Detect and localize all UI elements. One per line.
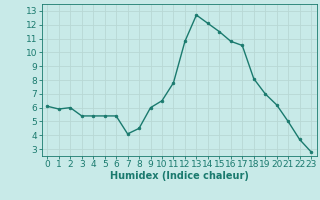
X-axis label: Humidex (Indice chaleur): Humidex (Indice chaleur) xyxy=(110,171,249,181)
